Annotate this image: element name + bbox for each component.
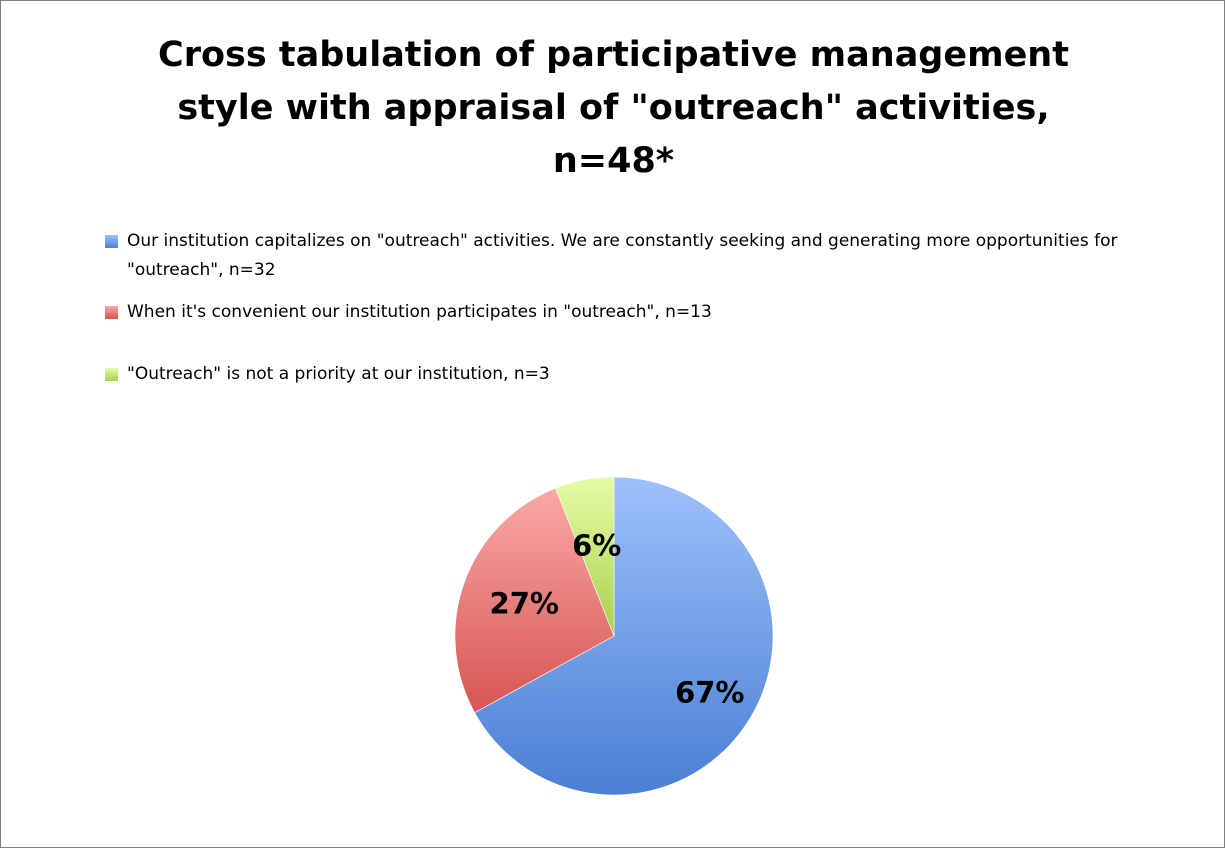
- pie-data-labels: 67% 27% 6%: [490, 528, 745, 709]
- legend-label-convenient: When it's convenient our institution par…: [127, 302, 712, 322]
- data-label-convenient: 27%: [490, 587, 559, 621]
- chart-title: Cross tabulation of participative manage…: [158, 35, 1069, 181]
- legend-label-capitalizes: Our institution capitalizes on "outreach…: [127, 231, 1118, 280]
- legend-item-not-priority: "Outreach" is not a priority at our inst…: [105, 360, 1165, 389]
- legend-swatch-convenient: [105, 306, 118, 319]
- legend-item-convenient: When it's convenient our institution par…: [105, 298, 1165, 327]
- legend-swatch-capitalizes: [105, 235, 118, 248]
- pie-slices: [454, 476, 774, 796]
- legend: Our institution capitalizes on "outreach…: [105, 227, 1165, 389]
- data-label-capitalizes: 67%: [675, 676, 744, 710]
- legend-swatch-not-priority: [105, 368, 118, 381]
- pie-slice-not-priority: [555, 476, 615, 637]
- legend-label-not-priority: "Outreach" is not a priority at our inst…: [127, 364, 550, 384]
- legend-item-capitalizes: Our institution capitalizes on "outreach…: [105, 227, 1165, 285]
- pie-slice-convenient: [454, 487, 615, 714]
- pie-slice-capitalizes: [474, 476, 774, 796]
- data-label-not-priority: 6%: [572, 528, 621, 562]
